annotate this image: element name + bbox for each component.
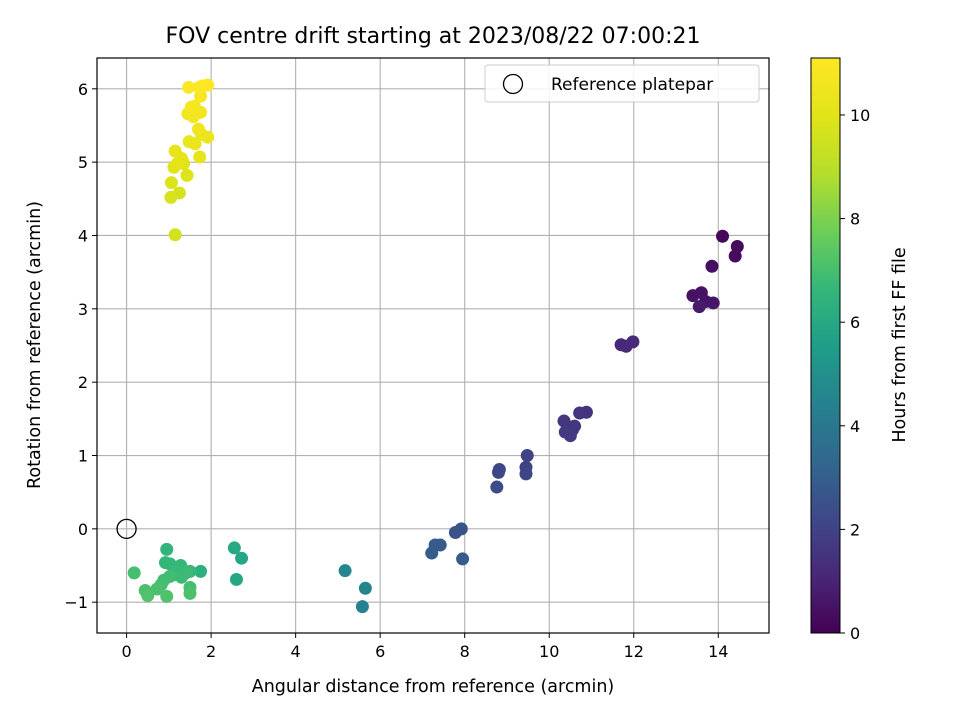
data-point: [193, 150, 207, 164]
data-point: [188, 137, 202, 151]
data-point: [706, 296, 720, 310]
data-point: [182, 80, 196, 94]
data-point: [492, 465, 506, 479]
x-tick-label: 8: [460, 642, 470, 661]
data-point: [425, 546, 439, 560]
data-point: [160, 542, 174, 556]
legend-box: [484, 64, 760, 103]
data-point: [448, 526, 462, 540]
data-point: [235, 551, 249, 565]
y-tick-label: 0: [78, 520, 88, 539]
chart-title: FOV centre drift starting at 2023/08/22 …: [166, 24, 701, 49]
data-point: [164, 176, 178, 190]
x-axis-label: Angular distance from reference (arcmin): [252, 677, 615, 697]
y-tick-label: 6: [78, 80, 88, 99]
plot-frame: [96, 57, 770, 634]
data-point: [519, 467, 533, 481]
data-point: [358, 581, 372, 595]
y-tick-label: −1: [64, 593, 88, 612]
y-tick-label: 3: [78, 300, 88, 319]
data-point: [168, 228, 182, 242]
legend-entry-label: Reference platepar: [551, 75, 713, 95]
x-tick-label: 2: [206, 642, 216, 661]
data-point: [520, 449, 534, 463]
data-point: [180, 168, 194, 182]
data-point: [579, 405, 593, 419]
data-point: [172, 186, 186, 200]
colorbar-tick-label: 10: [850, 106, 870, 125]
y-tick-label: 1: [78, 447, 88, 466]
colorbar-tick-label: 0: [850, 624, 860, 643]
data-point: [127, 566, 141, 580]
data-point: [141, 589, 155, 603]
legend: Reference platepar: [484, 64, 760, 103]
data-point: [692, 300, 706, 314]
x-tick-label: 6: [375, 642, 385, 661]
data-point: [433, 538, 447, 552]
y-tick-label: 2: [78, 373, 88, 392]
data-point: [160, 589, 174, 603]
data-point: [175, 570, 189, 584]
x-tick-label: 12: [624, 642, 644, 661]
data-point: [150, 582, 164, 596]
data-point: [705, 259, 719, 273]
reference-marker-layer: [116, 518, 137, 540]
data-point: [557, 414, 571, 428]
x-tick-label: 14: [708, 642, 728, 661]
colorbar-tick-label: 6: [850, 313, 860, 332]
data-point: [168, 144, 182, 158]
data-point: [191, 122, 205, 136]
colorbar-gradient: [810, 57, 841, 634]
grid: [97, 58, 769, 633]
y-tick-label: 4: [78, 226, 88, 245]
data-point: [184, 100, 198, 114]
data-point: [456, 552, 470, 566]
x-tick-label: 0: [121, 642, 131, 661]
data-point: [338, 564, 352, 578]
data-point: [626, 335, 640, 349]
colorbar-ticks: 0 2 4 6 8 10: [840, 106, 870, 643]
data-point: [686, 289, 700, 303]
data-point: [229, 572, 243, 586]
data-point: [201, 130, 215, 144]
reference-platepar-marker: [116, 518, 137, 540]
data-point: [183, 586, 197, 600]
x-tick-label: 10: [539, 642, 559, 661]
data-point: [227, 541, 241, 555]
data-point: [716, 229, 730, 243]
x-axis-ticks: 0 2 4 6 8 10 12 14: [121, 633, 728, 661]
colorbar-label: Hours from first FF file: [890, 247, 910, 442]
x-tick-label: 4: [291, 642, 301, 661]
y-tick-label: 5: [78, 153, 88, 172]
data-point: [355, 600, 369, 614]
colorbar: 0 2 4 6 8 10 Hours from first FF file: [810, 57, 910, 643]
data-point: [194, 564, 208, 578]
colorbar-tick-label: 4: [850, 417, 860, 436]
data-points: [127, 78, 744, 614]
y-axis-ticks: −1 0 1 2 3 4 5 6: [64, 80, 97, 612]
data-point: [563, 429, 577, 443]
y-axis-label: Rotation from reference (arcmin): [25, 201, 45, 489]
colorbar-tick-label: 2: [850, 520, 860, 539]
colorbar-tick-label: 8: [850, 210, 860, 229]
data-point: [728, 249, 742, 263]
data-point: [490, 480, 504, 494]
legend-open-circle-marker: [502, 73, 524, 95]
data-point: [201, 78, 215, 92]
